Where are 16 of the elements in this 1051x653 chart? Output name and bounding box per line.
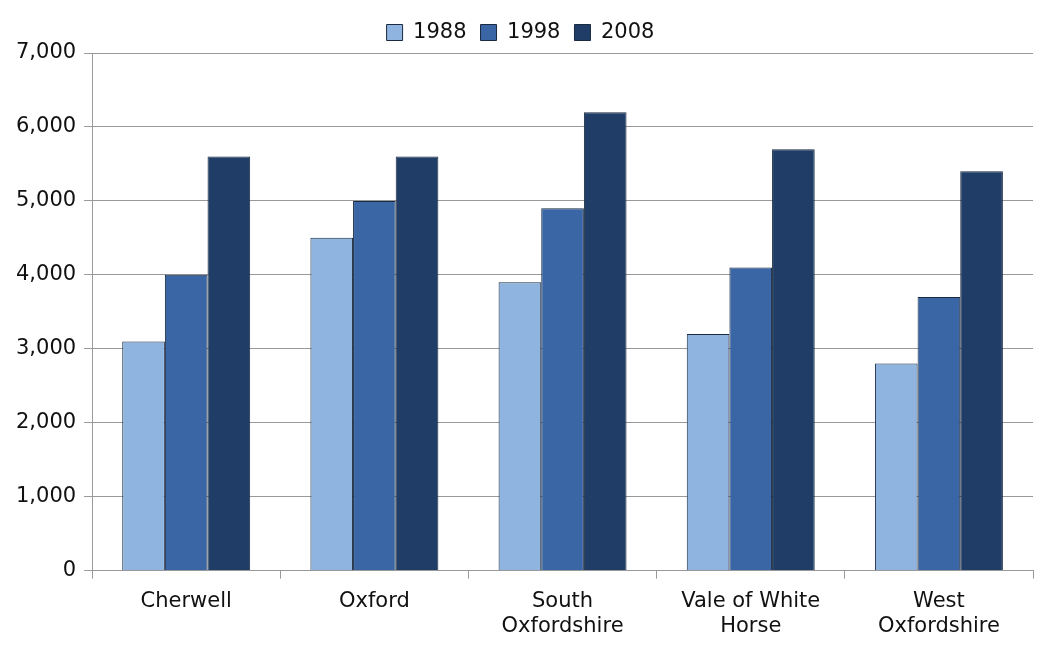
y-tick-label: 7,000	[15, 39, 77, 64]
x-tick-label: Oxford	[338, 587, 410, 612]
legend-label: 1988	[413, 18, 467, 43]
y-tick-label: 5,000	[15, 187, 77, 212]
y-tick-label: 4,000	[15, 261, 77, 286]
legend-label: 2008	[600, 18, 655, 43]
legend-label: 1998	[507, 18, 561, 43]
x-tick-label: West Oxfordshire	[877, 587, 1000, 637]
x-tick-label: South Oxfordshire	[501, 587, 624, 637]
x-tick-label: Cherwell	[140, 587, 232, 612]
x-tick-label: Vale of White Horse	[681, 587, 821, 637]
y-tick-label: 3,000	[15, 335, 77, 360]
y-tick-label: 6,000	[15, 113, 77, 138]
y-tick-label: 2,000	[15, 409, 77, 434]
y-tick-label: 0	[62, 557, 77, 582]
y-tick-label: 1,000	[15, 483, 77, 508]
